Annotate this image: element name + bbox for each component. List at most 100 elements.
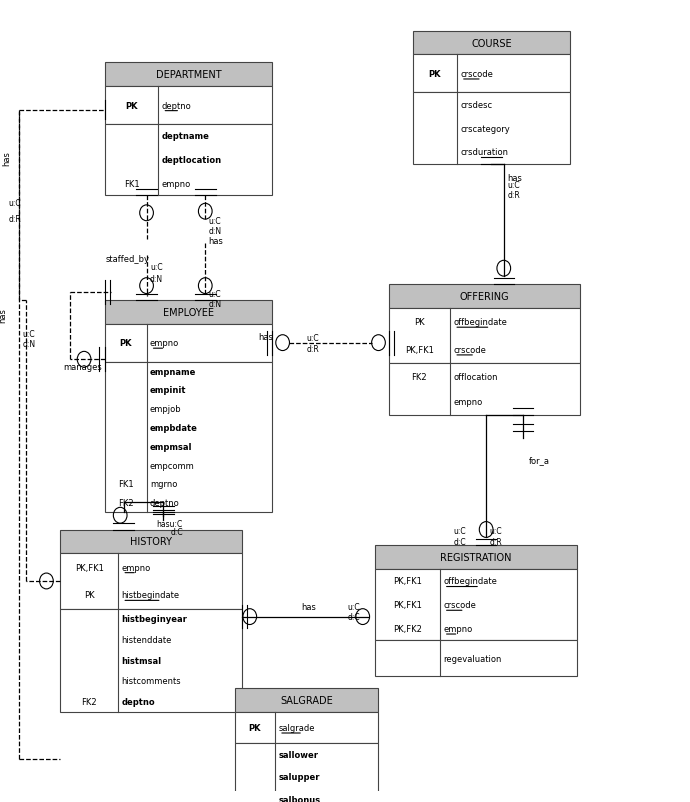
Bar	[235, 743, 379, 802]
Bar	[105, 363, 273, 512]
Bar	[388, 285, 580, 309]
Text: histmsal: histmsal	[121, 656, 161, 665]
Text: crscode: crscode	[443, 601, 476, 610]
Text: crscode: crscode	[453, 346, 486, 354]
Bar	[413, 31, 570, 55]
Text: has: has	[507, 173, 522, 182]
Text: FK2: FK2	[81, 697, 97, 706]
Bar	[105, 324, 273, 363]
Text: PK: PK	[84, 590, 95, 600]
Text: has: has	[0, 307, 8, 322]
Text: d:R: d:R	[9, 214, 21, 224]
Text: manages: manages	[63, 363, 102, 371]
Text: regevaluation: regevaluation	[443, 654, 502, 662]
Text: d:C: d:C	[453, 537, 466, 546]
Bar	[375, 641, 577, 676]
Bar	[388, 309, 580, 364]
Text: staffed_by: staffed_by	[106, 255, 150, 264]
Text: FK1: FK1	[124, 180, 139, 188]
Text: u:C: u:C	[306, 334, 319, 342]
Text: empno: empno	[121, 563, 151, 572]
Text: empjob: empjob	[150, 405, 181, 414]
Text: salbonus: salbonus	[278, 795, 321, 802]
Text: FK1: FK1	[118, 480, 133, 488]
Text: empbdate: empbdate	[150, 423, 198, 432]
Text: PK,FK1: PK,FK1	[393, 577, 422, 585]
Bar	[105, 63, 273, 87]
Text: DEPARTMENT: DEPARTMENT	[156, 70, 221, 80]
Text: u:C: u:C	[490, 527, 502, 536]
Text: histbeginyear: histbeginyear	[121, 614, 188, 624]
Text: u:C: u:C	[453, 527, 466, 536]
Text: has: has	[301, 602, 316, 611]
Bar	[413, 93, 570, 164]
Bar	[235, 688, 379, 711]
Bar	[235, 711, 379, 743]
Text: hasu:C: hasu:C	[157, 520, 183, 529]
Bar	[60, 530, 242, 553]
Text: offbegindate: offbegindate	[453, 318, 507, 326]
Bar	[105, 301, 273, 324]
Text: deptno: deptno	[161, 102, 191, 111]
Text: FK2: FK2	[412, 372, 427, 381]
Text: crsduration: crsduration	[460, 148, 509, 157]
Text: d:R: d:R	[507, 191, 520, 200]
Text: histbegindate: histbegindate	[121, 590, 179, 600]
Text: sallower: sallower	[278, 750, 318, 759]
Bar	[105, 125, 273, 196]
Text: PK: PK	[248, 723, 261, 732]
Text: offlocation: offlocation	[453, 372, 498, 381]
Text: histcomments: histcomments	[121, 676, 181, 686]
Text: d:C: d:C	[170, 528, 183, 537]
Text: crscategory: crscategory	[460, 124, 510, 133]
Bar	[60, 609, 242, 711]
Text: deptname: deptname	[161, 132, 210, 141]
Text: PK,FK1: PK,FK1	[393, 601, 422, 610]
Text: histenddate: histenddate	[121, 635, 172, 644]
Text: crsdesc: crsdesc	[460, 101, 493, 110]
Text: HISTORY: HISTORY	[130, 537, 172, 547]
Text: has: has	[2, 151, 11, 165]
Text: u:C: u:C	[150, 263, 163, 272]
Text: crscode: crscode	[460, 70, 493, 79]
Text: PK,FK2: PK,FK2	[393, 624, 422, 634]
Text: mgrno: mgrno	[150, 480, 177, 488]
Text: empno: empno	[453, 398, 483, 407]
Text: OFFERING: OFFERING	[460, 292, 509, 302]
Text: u:C: u:C	[9, 199, 21, 208]
Text: empno: empno	[161, 180, 191, 188]
Text: u:C: u:C	[348, 602, 360, 611]
Bar	[375, 545, 577, 569]
Text: d:C: d:C	[348, 612, 360, 622]
Text: EMPLOYEE: EMPLOYEE	[163, 307, 214, 318]
Bar	[60, 553, 242, 609]
Text: empname: empname	[150, 367, 197, 376]
Text: offbegindate: offbegindate	[443, 577, 497, 585]
Text: PK: PK	[414, 318, 425, 326]
Text: REGISTRATION: REGISTRATION	[440, 553, 512, 562]
Text: SALGRADE: SALGRADE	[280, 695, 333, 705]
Text: empinit: empinit	[150, 386, 186, 395]
Text: salupper: salupper	[278, 772, 320, 781]
Text: d:N: d:N	[208, 300, 221, 309]
Bar	[388, 364, 580, 415]
Text: d:N: d:N	[150, 274, 163, 284]
Text: d:N: d:N	[208, 226, 221, 235]
Text: d:N: d:N	[23, 339, 36, 348]
Bar	[375, 569, 577, 641]
Text: u:C: u:C	[23, 329, 35, 338]
Text: empmsal: empmsal	[150, 442, 193, 452]
Text: empno: empno	[150, 338, 179, 348]
Text: PK: PK	[428, 70, 441, 79]
Text: empno: empno	[443, 624, 473, 634]
Text: PK: PK	[125, 102, 138, 111]
Text: PK,FK1: PK,FK1	[405, 346, 434, 354]
Text: deptlocation: deptlocation	[161, 156, 222, 165]
Text: u:C: u:C	[208, 290, 221, 298]
Text: u:C: u:C	[507, 181, 520, 190]
Text: deptno: deptno	[121, 697, 155, 706]
Text: PK: PK	[119, 338, 132, 348]
Text: PK,FK1: PK,FK1	[75, 563, 104, 572]
Text: u:C: u:C	[208, 217, 221, 226]
Bar	[413, 55, 570, 93]
